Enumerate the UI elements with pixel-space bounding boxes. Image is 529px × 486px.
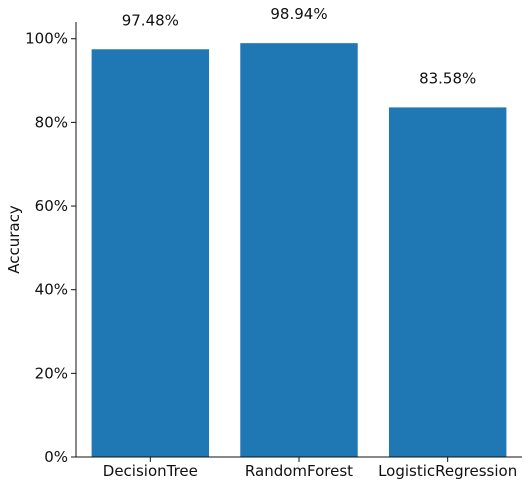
- bar-value-label: 83.58%: [419, 69, 476, 87]
- bar-randomforest: [240, 43, 358, 457]
- x-tick-label: DecisionTree: [103, 462, 198, 480]
- y-tick-label: 0%: [44, 448, 68, 466]
- bar-value-label: 98.94%: [270, 5, 327, 23]
- y-tick-label: 100%: [25, 30, 68, 48]
- bar-decisiontree: [91, 49, 210, 458]
- y-axis: 0% 20% 40% 60% 80% 100%: [25, 22, 77, 466]
- bar-logisticregression: [388, 107, 507, 457]
- x-tick-label: LogisticRegression: [378, 462, 517, 480]
- x-axis: DecisionTree RandomForest LogisticRegressi…: [76, 456, 522, 480]
- y-axis-title: Accuracy: [5, 205, 23, 274]
- y-tick-label: 60%: [35, 197, 68, 215]
- bar-value-label: 97.48%: [122, 11, 179, 29]
- y-tick-label: 80%: [35, 113, 68, 131]
- y-tick-label: 40%: [35, 281, 68, 299]
- bars-group: 97.48% 98.94% 83.58%: [91, 5, 507, 458]
- y-tick-label: 20%: [35, 364, 68, 382]
- x-tick-label: RandomForest: [245, 462, 353, 480]
